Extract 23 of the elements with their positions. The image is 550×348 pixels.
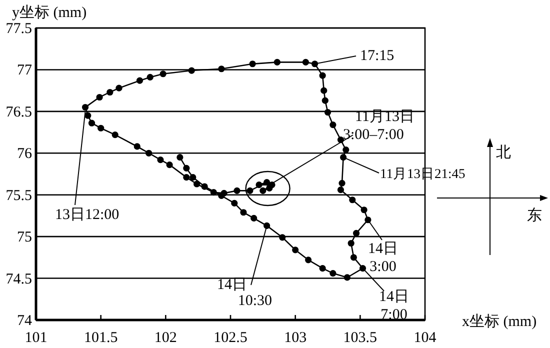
x-tick-label: 102 — [154, 330, 177, 346]
y-tick-label: 77 — [17, 62, 32, 79]
y-tick-label: 75 — [17, 230, 32, 246]
y-axis-title: y坐标 (mm) — [12, 4, 87, 21]
x-tick-label: 103 — [284, 330, 307, 346]
y-tick-label: 77.5 — [6, 21, 32, 37]
y-tick-label: 76 — [17, 146, 32, 162]
x-axis-title: x坐标 (mm) — [462, 313, 537, 330]
y-tick-label: 75.5 — [6, 188, 32, 204]
x-tick-label: 104 — [414, 330, 437, 346]
x-tick-label: 102.5 — [214, 330, 248, 346]
annotation: 14日 3:00 — [368, 241, 398, 275]
y-tick-label: 74.5 — [6, 271, 32, 288]
y-tick-label: 76.5 — [6, 104, 32, 120]
y-tick-label: 74 — [17, 313, 32, 329]
x-tick-label: 103.5 — [343, 330, 378, 346]
text: 东 — [527, 207, 542, 224]
x-tick-label: 101.5 — [84, 330, 118, 346]
annotation: 14日 7:00 — [379, 289, 409, 323]
annotation: 17:15 — [360, 48, 394, 64]
annotation: 13日12:00 — [55, 207, 120, 223]
text: 北 — [496, 144, 511, 161]
x-tick-label: 101 — [24, 330, 48, 346]
